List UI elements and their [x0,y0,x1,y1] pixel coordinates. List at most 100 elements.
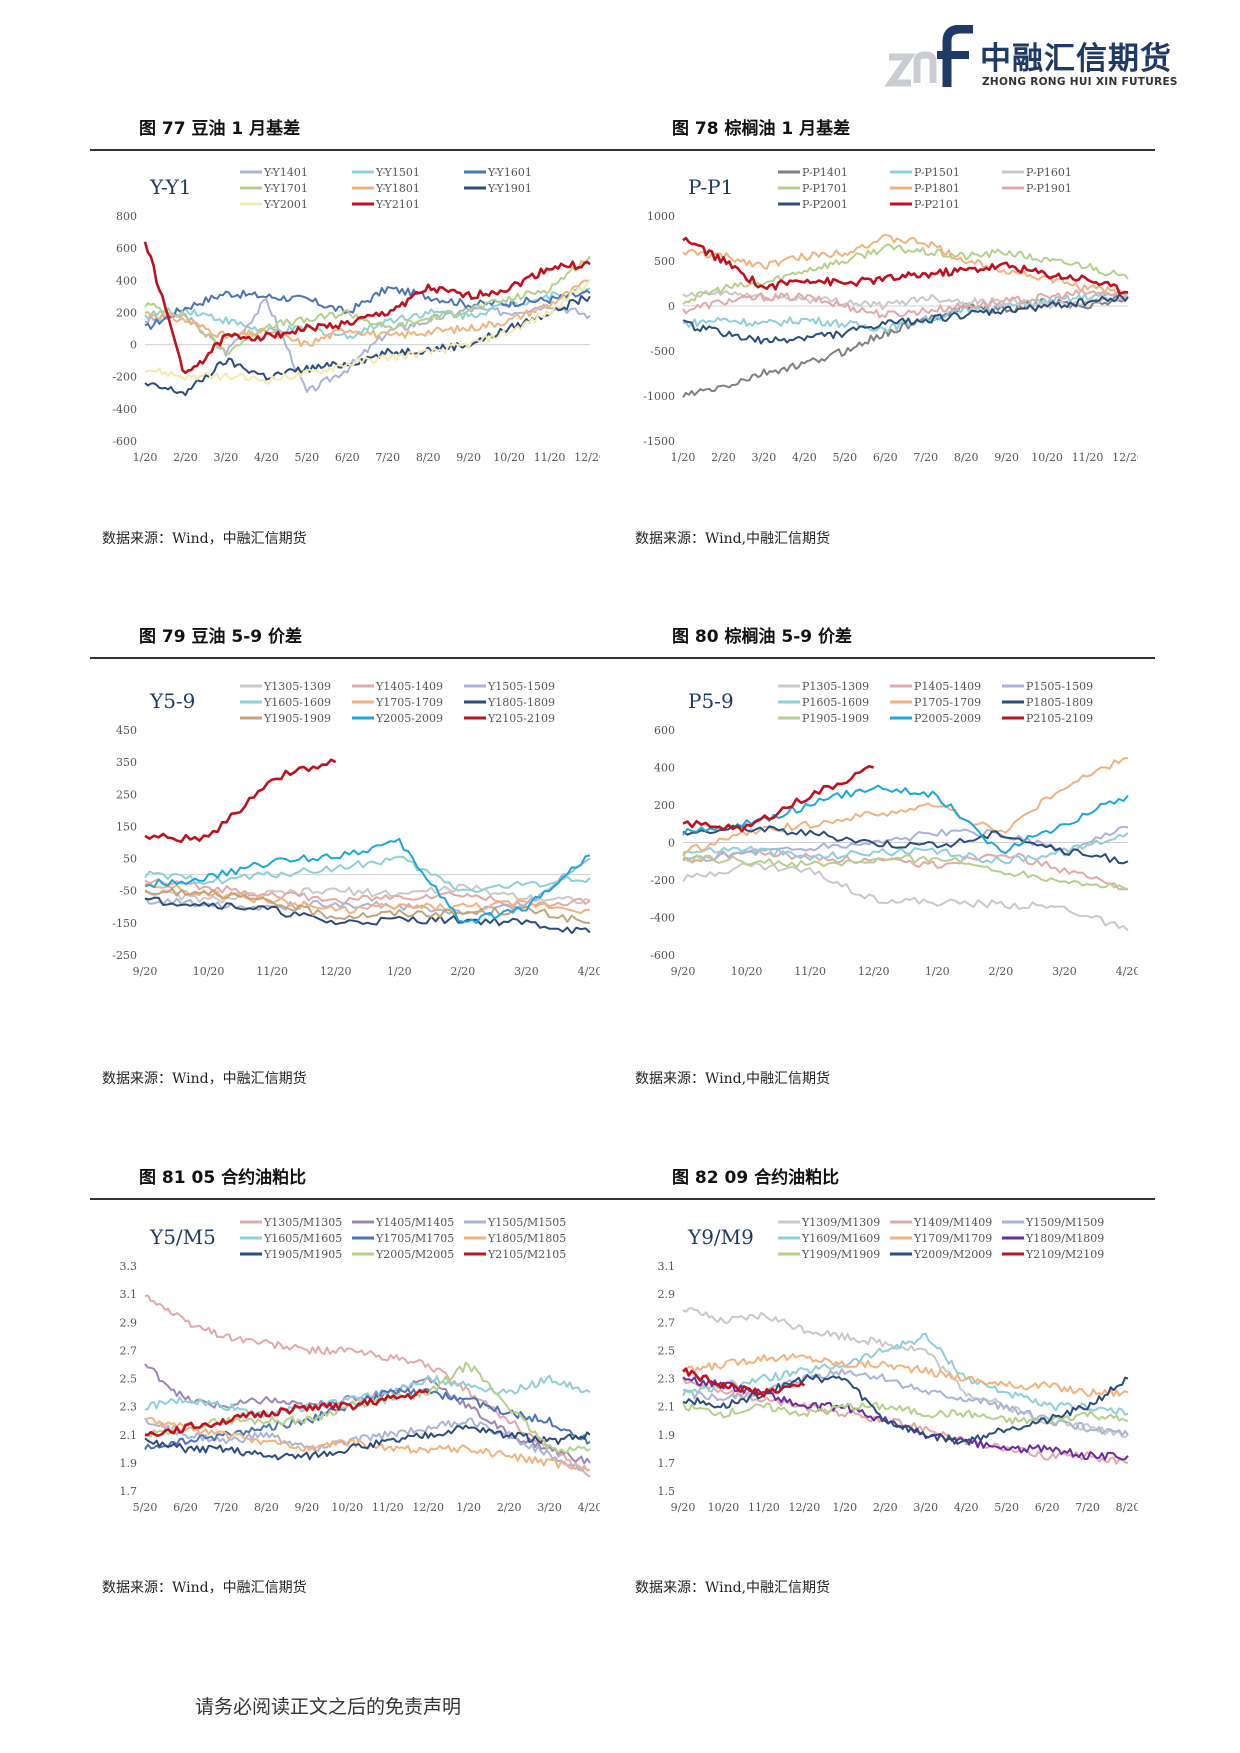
y-tick-label: 500 [654,255,675,268]
x-tick-label: 4/20 [254,451,279,464]
legend-label: P-P2101 [914,198,960,211]
series-line [144,1374,591,1418]
brand-subtitle: ZHONG RONG HUI XIN FUTURES [982,76,1178,88]
figure-title-82: 图 82 09 合约油粕比 [672,1168,840,1188]
y-tick-label: 1.7 [658,1457,676,1470]
series-line [682,293,1129,345]
x-tick-label: 3/20 [752,451,777,464]
x-tick-label: 10/20 [331,1501,363,1514]
x-tick-label: 6/20 [335,451,360,464]
data-source: 数据来源：Wind，中融汇信期货 [102,1071,307,1087]
x-tick-label: 2/20 [451,965,476,978]
series-line [682,294,1129,398]
x-tick-label: 2/20 [497,1501,522,1514]
legend-label: Y1905-1909 [263,712,331,725]
x-tick-label: 4/20 [578,1501,600,1514]
y-tick-label: 2.9 [658,1288,676,1301]
y-tick-label: 150 [116,820,137,833]
legend-label: P1605-1609 [802,696,869,709]
x-tick-label: 11/20 [372,1501,404,1514]
legend-label: P-P2001 [802,198,848,211]
x-tick-label: 4/20 [954,1501,979,1514]
x-tick-label: 1/20 [133,451,158,464]
x-tick-label: 2/20 [711,451,736,464]
series-line [144,286,591,330]
x-tick-label: 1/20 [456,1501,481,1514]
y-tick-label: -600 [112,435,137,448]
legend-label: P1305-1309 [802,680,869,693]
x-tick-label: 12/20 [574,451,600,464]
brand-name: 中融汇信期货 [980,41,1172,77]
y-tick-label: 450 [116,724,137,737]
chart-p5-9: P5-9 P1305-1309 P1405-1409 P1505-1509 P1605-… [628,672,1138,997]
legend-label: P1405-1409 [914,680,981,693]
x-tick-label: 10/20 [193,965,225,978]
x-tick-label: 8/20 [416,451,441,464]
x-tick-label: 8/20 [254,1501,279,1514]
chart-title: Y5-9 [149,689,195,713]
y-tick-label: 2.3 [120,1401,138,1414]
series-line [144,896,591,935]
legend-label: Y1405/M1405 [375,1216,454,1229]
y-tick-label: -1000 [643,390,675,403]
x-tick-label: 4/20 [1116,965,1138,978]
figure-title-80: 图 80 棕榈油 5-9 价差 [672,627,853,647]
y-tick-label: 0 [130,339,137,352]
x-tick-label: 3/20 [913,1501,938,1514]
series-line [682,1401,1129,1425]
legend-label: P-P1801 [914,182,960,195]
legend-label: Y1505/M1505 [487,1216,566,1229]
x-tick-label: 10/20 [1031,451,1063,464]
title-rule [90,657,1155,659]
x-tick-label: 7/20 [375,451,400,464]
x-tick-label: 7/20 [913,451,938,464]
disclaimer-footer: 请务必阅读正文之后的免责声明 [195,1696,462,1718]
series-line [144,857,591,916]
x-tick-label: 5/20 [133,1501,158,1514]
y-tick-label: -400 [112,403,137,416]
y-tick-label: 2.1 [658,1401,676,1414]
series-line [682,1353,1129,1397]
legend-label: Y-Y2001 [263,198,308,211]
x-tick-label: 1/20 [832,1501,857,1514]
legend-label: Y-Y1601 [487,166,532,179]
figure-title-78: 图 78 棕榈油 1 月基差 [672,119,851,139]
x-tick-label: 6/20 [873,451,898,464]
data-source: 数据来源：Wind,中融汇信期货 [635,1071,831,1087]
x-tick-label: 9/20 [994,451,1019,464]
legend-label: Y2109/M2109 [1025,1248,1104,1261]
y-tick-label: 600 [116,242,137,255]
y-tick-label: 250 [116,788,137,801]
legend-label: Y2005-2009 [375,712,443,725]
legend-label: Y1605-1609 [263,696,331,709]
chart-y9-m9: Y9/M9 Y1309/M1309 Y1409/M1409 Y1509/M1509 Y1… [628,1208,1139,1533]
series-line [682,764,875,833]
y-tick-label: 200 [654,799,675,812]
x-tick-label: 3/20 [1052,965,1077,978]
y-tick-label: 2.3 [658,1373,676,1386]
y-tick-label: 2.7 [658,1316,676,1329]
legend-label: P-P1901 [1026,182,1072,195]
legend-label: Y-Y1401 [263,166,308,179]
series-line [682,1367,806,1398]
chart-y5-m5: Y5/M5 Y1305/M1305 Y1405/M1405 Y1505/M1505 Y1… [90,1208,601,1533]
x-tick-label: 9/20 [671,965,696,978]
x-tick-label: 10/20 [731,965,763,978]
legend-label: Y1409/M1409 [913,1216,992,1229]
x-tick-label: 1/20 [671,451,696,464]
x-tick-label: 9/20 [456,451,481,464]
series-line [144,286,591,340]
znf-logo-icon [885,25,973,87]
series-line [144,881,591,915]
chart-title: Y5/M5 [149,1225,216,1249]
figure-title-79: 图 79 豆油 5-9 价差 [139,627,303,647]
chart-title: Y9/M9 [687,1225,754,1249]
series-line [682,236,1129,295]
x-tick-label: 10/20 [493,451,525,464]
x-tick-label: 6/20 [1035,1501,1060,1514]
x-tick-label: 4/20 [792,451,817,464]
y-tick-label: 2.1 [120,1429,138,1442]
x-tick-label: 1/20 [925,965,950,978]
chart-svg: Y-Y1 Y-Y1401 Y-Y1501 Y-Y1601 Y-Y1701 Y-Y1801 Y… [112,166,600,464]
x-tick-label: 11/20 [748,1501,780,1514]
